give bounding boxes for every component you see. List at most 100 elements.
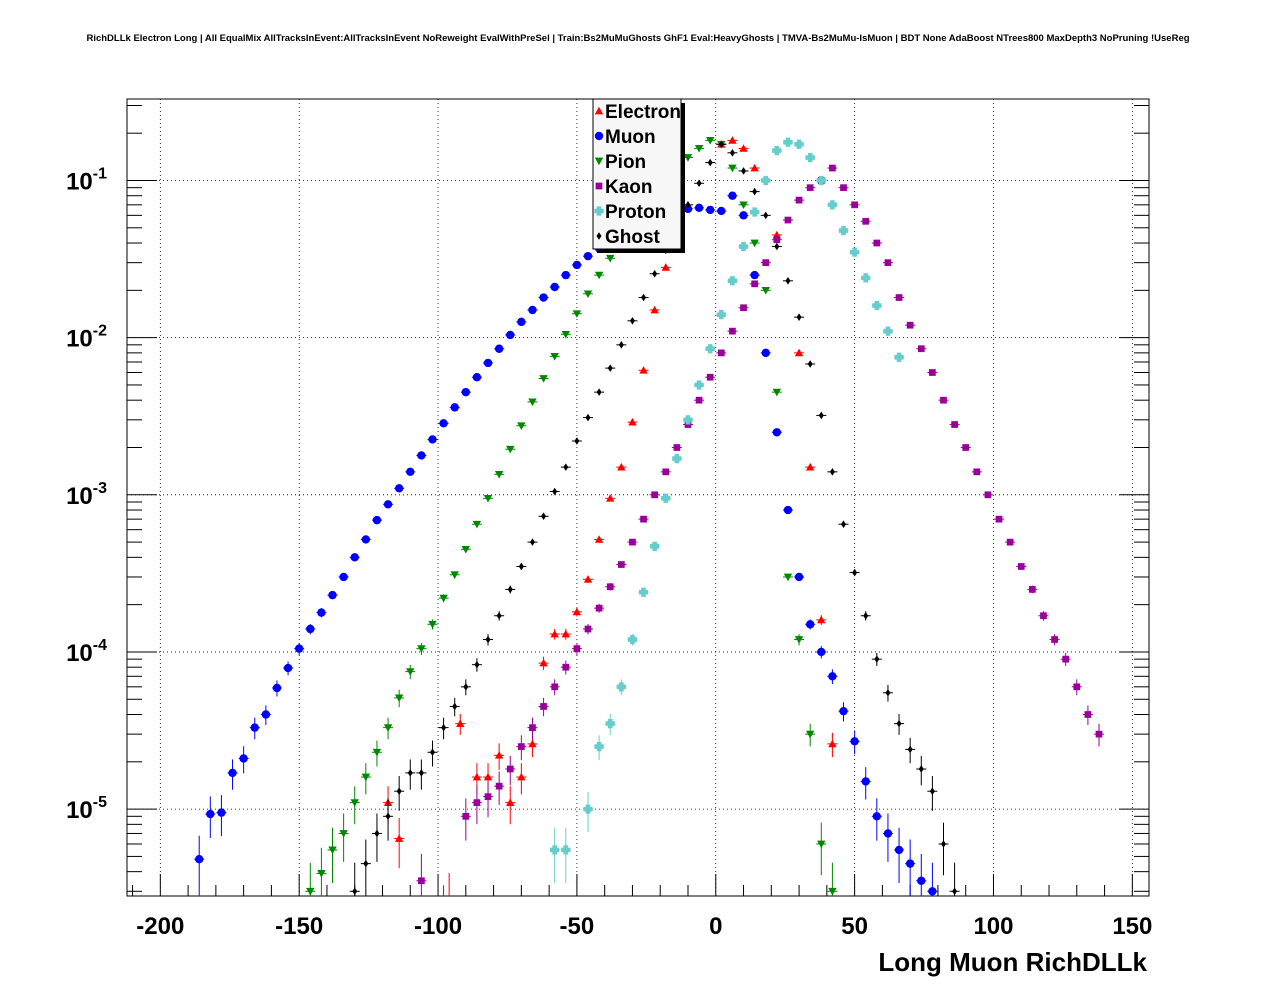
data-point <box>784 216 792 224</box>
data-point <box>472 772 482 781</box>
data-point <box>872 812 882 821</box>
data-point <box>984 491 992 499</box>
data-point <box>261 710 271 719</box>
data-point <box>461 545 471 554</box>
y-tick-label: 10-5 <box>66 794 107 824</box>
data-point <box>306 887 315 896</box>
data-point <box>673 444 681 451</box>
data-point <box>650 305 659 314</box>
data-point <box>684 421 692 428</box>
data-point <box>483 358 493 368</box>
data-point <box>696 179 702 188</box>
x-tick-label: 100 <box>973 913 1013 940</box>
data-point <box>617 561 625 568</box>
data-point <box>883 326 893 336</box>
data-point <box>595 604 603 612</box>
x-tick-label: -100 <box>414 913 462 940</box>
data-point <box>762 259 770 267</box>
data-point <box>952 887 958 896</box>
data-point <box>940 396 947 404</box>
grid-lines <box>127 99 1149 896</box>
data-point <box>918 765 924 773</box>
data-point <box>706 137 715 145</box>
legend-label-muon: Muon <box>605 127 656 148</box>
data-point <box>206 809 215 819</box>
data-point <box>374 829 380 838</box>
data-point <box>607 364 613 372</box>
data-point <box>1084 711 1092 718</box>
data-point <box>616 682 626 692</box>
data-point <box>894 352 904 362</box>
data-point <box>383 724 393 732</box>
data-point <box>483 494 493 503</box>
data-point <box>494 470 504 479</box>
data-point <box>739 144 748 152</box>
data-point <box>606 254 615 263</box>
data-point <box>717 206 726 216</box>
legend-marker-pion <box>594 157 604 166</box>
x-tick-label: -50 <box>560 913 595 940</box>
data-point <box>461 387 471 397</box>
data-point <box>572 310 582 318</box>
data-point <box>796 313 802 321</box>
data-point <box>729 149 735 157</box>
x-tick-label: 50 <box>841 913 868 940</box>
legend-label-proton: Proton <box>605 202 666 223</box>
data-point <box>929 787 935 795</box>
data-point <box>795 196 803 204</box>
data-point <box>928 887 937 896</box>
data-point <box>816 175 826 186</box>
y-tick-label: 10-1 <box>66 165 107 195</box>
data-point <box>406 467 415 477</box>
data-point <box>739 201 748 210</box>
data-point <box>694 203 704 213</box>
data-point <box>385 812 391 821</box>
data-point <box>463 683 469 691</box>
data-point <box>694 145 704 153</box>
data-point <box>728 191 737 200</box>
data-point <box>417 645 426 653</box>
data-point <box>840 184 847 192</box>
x-tick-labels: -200 -150 -100 -50 0 50 100 150 <box>136 913 1152 940</box>
data-point <box>817 840 826 849</box>
data-point <box>639 366 648 374</box>
data-point <box>517 422 526 430</box>
data-point <box>562 663 570 671</box>
data-point <box>861 777 870 786</box>
legend-marker-electron <box>594 106 604 115</box>
y-tick-labels: 10-1 10-2 10-3 10-4 10-5 <box>66 165 107 824</box>
data-point <box>561 270 570 280</box>
data-point <box>572 260 582 270</box>
data-point <box>529 538 535 546</box>
chart-title: RichDLLk Electron Long | All EqualMix Al… <box>86 33 1190 44</box>
data-point <box>863 611 869 620</box>
data-point <box>418 769 424 777</box>
data-point <box>394 484 404 493</box>
data-point <box>917 876 926 885</box>
data-point <box>772 388 782 397</box>
legend-marker-kaon <box>595 182 603 190</box>
data-point <box>852 568 858 577</box>
data-point <box>1073 683 1081 691</box>
data-point <box>583 804 593 814</box>
data-point <box>540 703 547 710</box>
data-point <box>750 163 759 172</box>
data-point <box>561 330 570 339</box>
data-point <box>683 154 693 162</box>
data-point <box>750 207 760 217</box>
data-point <box>772 428 782 437</box>
data-point <box>1051 636 1058 643</box>
data-point <box>652 269 658 278</box>
data-point <box>195 855 204 864</box>
data-point <box>672 453 682 464</box>
data-point <box>528 739 537 748</box>
data-point <box>428 435 437 444</box>
data-point <box>483 772 493 781</box>
data-point <box>361 773 371 782</box>
data-point <box>661 263 670 271</box>
data-point <box>805 152 815 163</box>
data-point <box>973 468 981 476</box>
data-point <box>539 293 548 302</box>
data-point <box>528 398 537 407</box>
data-point <box>640 515 647 523</box>
